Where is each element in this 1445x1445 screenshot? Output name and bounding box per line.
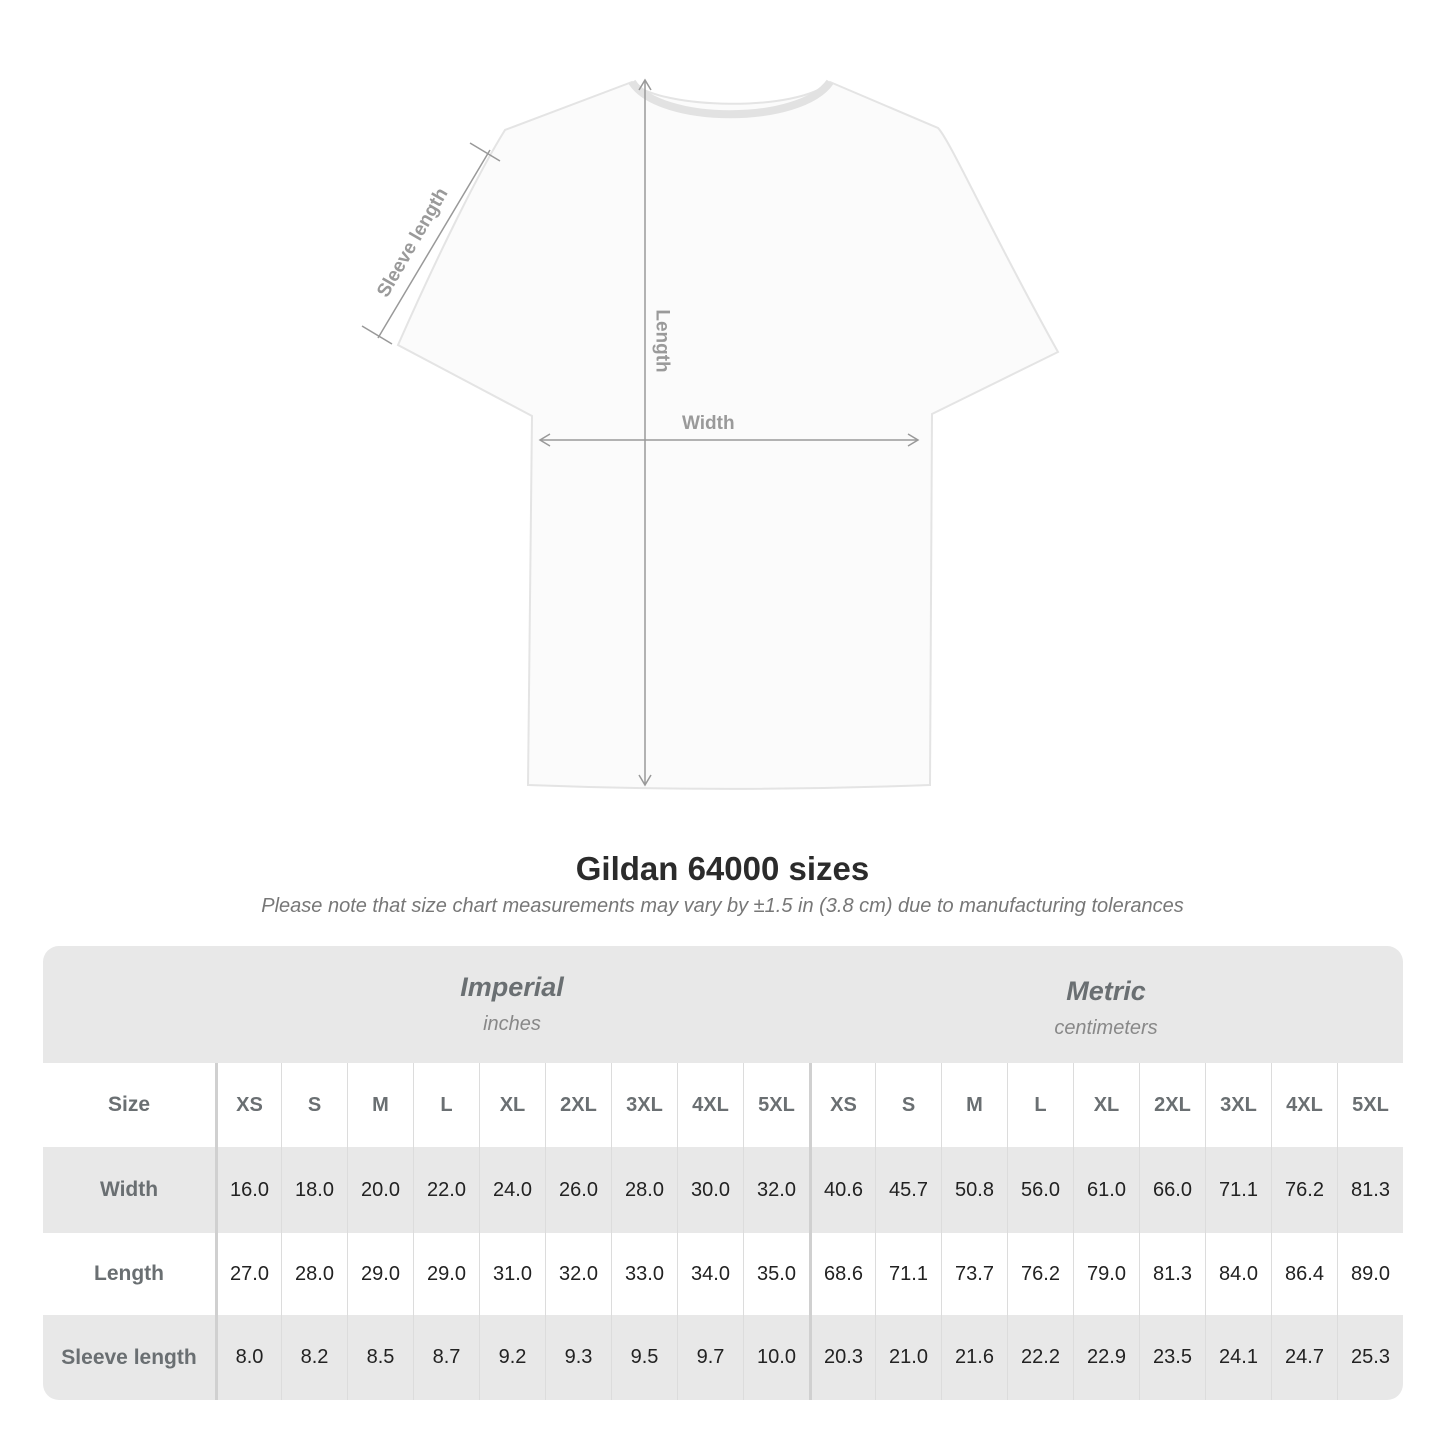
size-header-cell: 5XL xyxy=(1337,1063,1403,1147)
imperial-value-cell: 35.0 xyxy=(743,1233,809,1315)
imperial-value-cell: 29.0 xyxy=(347,1233,413,1315)
page-title: Gildan 64000 sizes xyxy=(575,850,870,887)
size-header-cell: S xyxy=(875,1063,941,1147)
metric-value-cell: 73.7 xyxy=(941,1233,1007,1315)
imperial-value-cell: 32.0 xyxy=(545,1233,611,1315)
metric-value-cell: 76.2 xyxy=(1007,1233,1073,1315)
metric-value-cell: 22.2 xyxy=(1007,1315,1073,1400)
imperial-value-cell: 29.0 xyxy=(413,1233,479,1315)
size-header-cell: 4XL xyxy=(1271,1063,1337,1147)
size-header-cell: XS xyxy=(215,1063,281,1147)
row-header: Size xyxy=(107,1093,151,1116)
metric-value-cell: 22.9 xyxy=(1073,1315,1139,1400)
imperial-unit: inches xyxy=(483,1013,541,1035)
metric-value-cell: 24.7 xyxy=(1271,1315,1337,1400)
table-row: Width 16.0 18.0 20.0 22.0 24.0 26.0 28.0 30.0 32.… xyxy=(43,1147,1403,1233)
imperial-value-cell: 8.0 xyxy=(215,1315,281,1400)
row-header: Sleeve length xyxy=(61,1345,197,1369)
metric-value-cell: 71.1 xyxy=(875,1233,941,1315)
imperial-value-cell: 8.5 xyxy=(347,1315,413,1400)
metric-value-cell: 21.0 xyxy=(875,1315,941,1400)
size-header-cell: M xyxy=(941,1063,1007,1147)
metric-value-cell: 20.3 xyxy=(809,1315,875,1400)
imperial-value-cell: 31.0 xyxy=(479,1233,545,1315)
imperial-value-cell: 28.0 xyxy=(281,1233,347,1315)
metric-value-cell: 50.8 xyxy=(941,1147,1007,1233)
metric-value-cell: 89.0 xyxy=(1337,1233,1403,1315)
imperial-value-cell: 9.7 xyxy=(677,1315,743,1400)
metric-value-cell: 84.0 xyxy=(1205,1233,1271,1315)
imperial-value-cell: 34.0 xyxy=(677,1233,743,1315)
table-row: Sleeve length 8.0 8.2 8.5 8.7 9.2 9.3 9.5 9.7 10.… xyxy=(43,1315,1403,1400)
length-label: Length xyxy=(651,309,673,373)
imperial-value-cell: 8.2 xyxy=(281,1315,347,1400)
size-header-cell: 4XL xyxy=(677,1063,743,1147)
imperial-value-cell: 22.0 xyxy=(413,1147,479,1233)
size-header-cell: 3XL xyxy=(611,1063,677,1147)
size-header-cell: 2XL xyxy=(545,1063,611,1147)
imperial-value-cell: 9.3 xyxy=(545,1315,611,1400)
metric-value-cell: 81.3 xyxy=(1337,1147,1403,1233)
tshirt-shape xyxy=(396,80,1060,790)
imperial-value-cell: 8.7 xyxy=(413,1315,479,1400)
metric-value-cell: 68.6 xyxy=(809,1233,875,1315)
imperial-value-cell: 30.0 xyxy=(677,1147,743,1233)
size-header-cell: 2XL xyxy=(1139,1063,1205,1147)
metric-title: Metric xyxy=(1066,976,1146,1006)
size-header-cell: 5XL xyxy=(743,1063,809,1147)
metric-value-cell: 21.6 xyxy=(941,1315,1007,1400)
imperial-value-cell: 20.0 xyxy=(347,1147,413,1233)
tshirt-diagram xyxy=(361,78,1060,790)
metric-unit: centimeters xyxy=(1054,1017,1158,1039)
metric-value-cell: 25.3 xyxy=(1337,1315,1403,1400)
row-header: Length xyxy=(94,1262,164,1285)
metric-value-cell: 24.1 xyxy=(1205,1315,1271,1400)
imperial-value-cell: 28.0 xyxy=(611,1147,677,1233)
size-header-cell: XL xyxy=(479,1063,545,1147)
size-header-cell: XS xyxy=(809,1063,875,1147)
collar xyxy=(628,79,834,119)
size-table: Imperial inches Metric centimeters Size X… xyxy=(43,946,1403,1400)
metric-value-cell: 23.5 xyxy=(1139,1315,1205,1400)
size-header-cell: S xyxy=(281,1063,347,1147)
metric-value-cell: 79.0 xyxy=(1073,1233,1139,1315)
measure-lines xyxy=(361,78,920,787)
imperial-value-cell: 9.2 xyxy=(479,1315,545,1400)
imperial-value-cell: 26.0 xyxy=(545,1147,611,1233)
row-header: Width xyxy=(99,1178,159,1201)
metric-value-cell: 66.0 xyxy=(1139,1147,1205,1233)
tolerance-note: Please note that size chart measurements… xyxy=(261,895,1184,917)
sleeve-line xyxy=(377,149,491,339)
metric-value-cell: 81.3 xyxy=(1139,1233,1205,1315)
imperial-value-cell: 10.0 xyxy=(743,1315,809,1400)
imperial-value-cell: 32.0 xyxy=(743,1147,809,1233)
table-row: Length 27.0 28.0 29.0 29.0 31.0 32.0 33.0 34.0 35… xyxy=(43,1233,1403,1315)
metric-value-cell: 40.6 xyxy=(809,1147,875,1233)
imperial-value-cell: 27.0 xyxy=(215,1233,281,1315)
size-header-cell: XL xyxy=(1073,1063,1139,1147)
metric-value-cell: 56.0 xyxy=(1007,1147,1073,1233)
imperial-header: Imperial inches xyxy=(215,946,809,1089)
imperial-value-cell: 24.0 xyxy=(479,1147,545,1233)
width-label: Width xyxy=(682,413,735,434)
imperial-value-cell: 9.5 xyxy=(611,1315,677,1400)
size-header-cell: M xyxy=(347,1063,413,1147)
size-header-cell: 3XL xyxy=(1205,1063,1271,1147)
metric-value-cell: 61.0 xyxy=(1073,1147,1139,1233)
imperial-value-cell: 33.0 xyxy=(611,1233,677,1315)
metric-value-cell: 86.4 xyxy=(1271,1233,1337,1315)
size-header-cell: L xyxy=(1007,1063,1073,1147)
imperial-value-cell: 18.0 xyxy=(281,1147,347,1233)
size-header-cell: L xyxy=(413,1063,479,1147)
metric-value-cell: 45.7 xyxy=(875,1147,941,1233)
size-header-row: Size XS S M L XL 2XL 3XL 4XL 5XL XS S M L XL 2XL 3XL 4XL 5… xyxy=(43,1063,1403,1147)
imperial-value-cell: 16.0 xyxy=(215,1147,281,1233)
imperial-title: Imperial xyxy=(460,972,564,1002)
metric-value-cell: 71.1 xyxy=(1205,1147,1271,1233)
metric-header: Metric centimeters xyxy=(809,946,1403,1093)
metric-value-cell: 76.2 xyxy=(1271,1147,1337,1233)
